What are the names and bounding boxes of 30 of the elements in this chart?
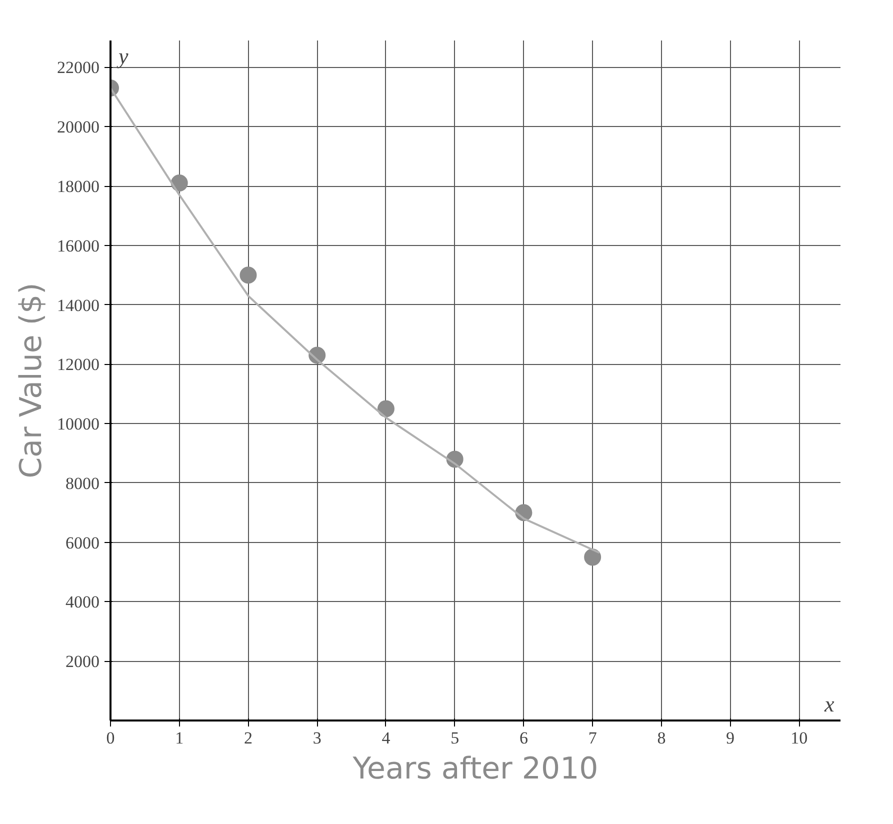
point: [584, 548, 602, 566]
x-tick-label: 1: [175, 728, 184, 748]
y-tick-label: 8000: [66, 474, 100, 493]
x-tick-label: 6: [519, 728, 528, 748]
x-tick-label: 0: [106, 728, 115, 748]
x-tick-label: 3: [312, 728, 322, 748]
y-tick-label: 18000: [57, 177, 100, 196]
x-tick-label: 7: [588, 728, 598, 748]
point: [240, 266, 257, 284]
y-tick-label: 10000: [57, 414, 100, 434]
x-tick-label: 4: [382, 728, 391, 748]
y-tick-label: 14000: [57, 296, 100, 315]
x-tick-label: 10: [790, 728, 808, 748]
y-tick-label: 20000: [57, 118, 100, 137]
y-tick-label: 6000: [66, 533, 100, 552]
x-tick-label: 9: [726, 728, 735, 748]
x-axis-title: Years after 2010: [352, 752, 598, 786]
point: [170, 174, 188, 192]
y-tick-label: 16000: [57, 236, 100, 256]
y-tick-label: 4000: [66, 592, 100, 612]
x-tick-label: 2: [244, 728, 252, 748]
annotation: x: [824, 692, 834, 716]
y-tick-label: 12000: [57, 355, 100, 374]
point: [377, 400, 394, 418]
annotation: y: [116, 44, 128, 68]
x-tick-label: 5: [450, 728, 460, 748]
x-tick-label: 8: [657, 728, 666, 748]
y-axis-title: Car Value ($): [14, 282, 49, 478]
y-tick-label: 22000: [57, 58, 100, 78]
y-tick-label: 2000: [66, 652, 100, 672]
